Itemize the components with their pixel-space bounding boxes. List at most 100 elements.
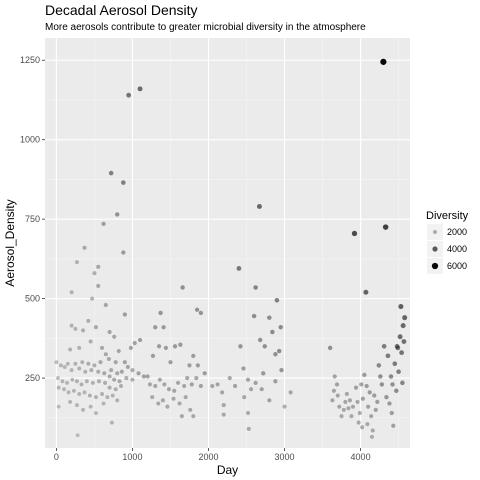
data-point bbox=[121, 180, 126, 185]
data-point bbox=[257, 337, 263, 343]
data-point bbox=[55, 376, 60, 381]
data-point bbox=[347, 398, 352, 403]
data-point bbox=[195, 363, 200, 368]
data-point bbox=[93, 395, 98, 400]
data-point bbox=[103, 302, 108, 308]
data-point bbox=[221, 412, 226, 417]
data-point bbox=[107, 374, 112, 379]
data-point bbox=[172, 344, 178, 349]
data-point bbox=[221, 403, 226, 408]
data-point bbox=[90, 296, 95, 301]
data-point bbox=[394, 343, 400, 349]
data-point bbox=[353, 385, 359, 390]
data-point bbox=[93, 411, 98, 415]
legend-symbol bbox=[431, 262, 439, 270]
data-point bbox=[380, 58, 387, 65]
data-point bbox=[355, 399, 360, 404]
data-point bbox=[150, 353, 156, 358]
data-point bbox=[394, 388, 399, 394]
data-point bbox=[74, 403, 79, 408]
data-point bbox=[330, 398, 335, 403]
data-point bbox=[68, 347, 73, 352]
data-point bbox=[122, 312, 127, 317]
minor-gridlines bbox=[45, 38, 410, 448]
data-point bbox=[198, 383, 203, 389]
data-point bbox=[69, 323, 74, 328]
data-point bbox=[241, 366, 246, 371]
data-point bbox=[65, 380, 70, 385]
data-point bbox=[158, 310, 163, 316]
y-tick-label: 250 bbox=[25, 373, 40, 383]
data-point bbox=[130, 377, 135, 382]
data-point bbox=[73, 326, 78, 331]
data-point bbox=[163, 345, 169, 351]
data-point bbox=[96, 369, 101, 374]
data-point bbox=[378, 374, 383, 379]
data-point bbox=[115, 398, 120, 403]
data-point bbox=[89, 368, 94, 373]
data-point bbox=[372, 393, 377, 398]
data-point bbox=[227, 375, 232, 381]
data-point bbox=[124, 376, 129, 381]
data-point bbox=[166, 387, 172, 392]
data-point bbox=[73, 361, 78, 366]
legend-key bbox=[427, 224, 443, 240]
data-point bbox=[54, 360, 59, 365]
data-point bbox=[77, 345, 82, 350]
data-point bbox=[267, 315, 272, 320]
data-point bbox=[334, 382, 340, 387]
data-point bbox=[81, 328, 86, 333]
data-point bbox=[339, 414, 344, 419]
data-point bbox=[360, 425, 365, 430]
data-point bbox=[366, 404, 371, 409]
data-point bbox=[105, 395, 110, 400]
data-point bbox=[60, 379, 65, 384]
data-point bbox=[65, 361, 70, 366]
data-point bbox=[108, 170, 114, 176]
data-point bbox=[191, 353, 196, 358]
data-point bbox=[356, 420, 361, 425]
data-point bbox=[392, 361, 398, 367]
data-point bbox=[349, 414, 354, 419]
data-point bbox=[79, 382, 84, 387]
data-point bbox=[357, 410, 362, 416]
x-axis-title: Day bbox=[217, 463, 238, 477]
data-point bbox=[137, 86, 143, 92]
data-point bbox=[367, 390, 372, 395]
y-axis-title: Aerosol_Density bbox=[3, 199, 17, 286]
data-point bbox=[153, 325, 158, 330]
data-point bbox=[119, 384, 124, 389]
plot-panel bbox=[45, 38, 410, 448]
data-point bbox=[86, 361, 91, 366]
data-point bbox=[136, 371, 141, 376]
data-point bbox=[80, 360, 85, 365]
data-point bbox=[253, 380, 258, 385]
data-point bbox=[270, 329, 275, 335]
x-tick-label: 2000 bbox=[198, 452, 218, 462]
data-point bbox=[288, 390, 293, 395]
data-point bbox=[385, 353, 391, 359]
data-point bbox=[233, 383, 238, 389]
data-point bbox=[365, 422, 370, 427]
data-point bbox=[337, 404, 342, 409]
data-point bbox=[93, 325, 98, 330]
data-point bbox=[220, 390, 225, 395]
data-point bbox=[62, 387, 66, 392]
data-point bbox=[398, 304, 404, 310]
data-point bbox=[389, 410, 394, 416]
data-point bbox=[373, 407, 378, 412]
data-point bbox=[77, 392, 82, 396]
data-point bbox=[396, 369, 401, 375]
data-point bbox=[112, 334, 117, 339]
data-point bbox=[56, 385, 61, 390]
major-gridlines bbox=[45, 38, 410, 448]
data-point bbox=[251, 313, 257, 319]
data-point bbox=[177, 401, 182, 406]
data-point bbox=[194, 375, 199, 381]
data-point bbox=[401, 339, 407, 344]
data-point bbox=[344, 391, 349, 397]
data-point bbox=[183, 395, 188, 400]
data-point bbox=[278, 324, 283, 330]
data-point bbox=[364, 383, 369, 389]
